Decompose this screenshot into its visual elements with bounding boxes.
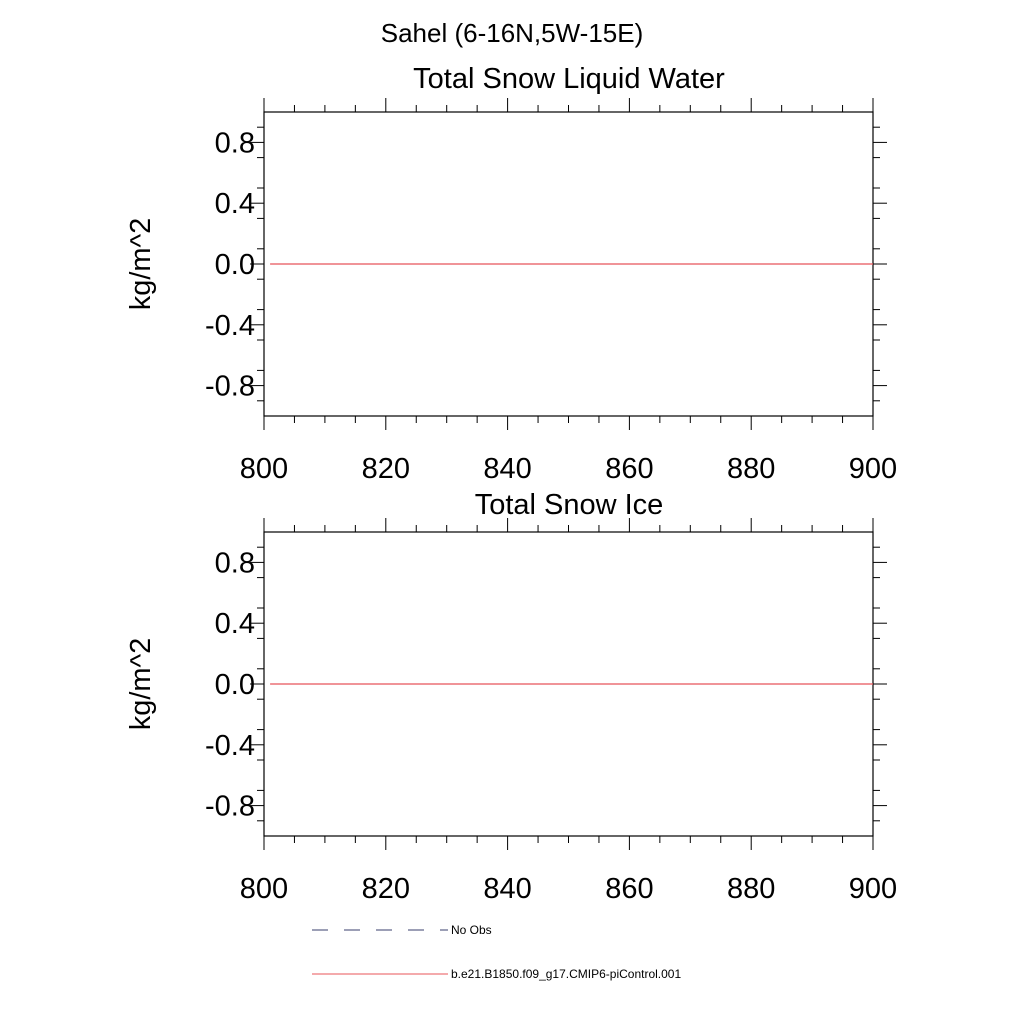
- y-tick-label: -0.8: [205, 791, 255, 823]
- panel-title: Total Snow Ice: [475, 489, 664, 521]
- x-tick-label: 860: [605, 453, 653, 485]
- y-tick-label: 0.4: [215, 188, 255, 220]
- legend-model-label: b.e21.B1850.f09_g17.CMIP6-piControl.001: [451, 967, 681, 981]
- axes-ticks: 800 820 840 860 880 900 0.8 0.4 0.0 -0.4 -0.8: [205, 518, 897, 905]
- panel-title: Total Snow Liquid Water: [413, 63, 725, 95]
- x-tick-label: 840: [483, 453, 531, 485]
- y-tick-label: 0.0: [215, 249, 255, 281]
- panel-snow-liquid-water: Total Snow Liquid Water kg/m^2 800 820 840…: [125, 63, 897, 485]
- region-title: Sahel (6-16N,5W-15E): [381, 18, 644, 48]
- x-tick-label: 820: [362, 453, 410, 485]
- y-tick-label: 0.0: [215, 669, 255, 701]
- x-tick-label: 800: [240, 873, 288, 905]
- x-tick-label: 880: [727, 453, 775, 485]
- x-tick-label: 900: [849, 453, 897, 485]
- y-axis-label: kg/m^2: [125, 218, 157, 311]
- y-tick-label: -0.8: [205, 371, 255, 403]
- axes-ticks: 800 820 840 860 880 900 0.8 0.4 0.0 -0.4 -0.8: [205, 98, 897, 485]
- y-tick-label: -0.4: [205, 730, 255, 762]
- y-tick-label: 0.8: [215, 127, 255, 159]
- x-tick-label: 880: [727, 873, 775, 905]
- x-tick-label: 860: [605, 873, 653, 905]
- legend-obs-label: No Obs: [451, 923, 492, 937]
- x-tick-label: 900: [849, 873, 897, 905]
- y-axis-label: kg/m^2: [125, 638, 157, 731]
- y-tick-label: 0.8: [215, 547, 255, 579]
- panel-snow-ice: Total Snow Ice kg/m^2 800 820 840 860 880 900…: [125, 489, 897, 905]
- x-tick-label: 820: [362, 873, 410, 905]
- legend: No Obs b.e21.B1850.f09_g17.CMIP6-piContr…: [312, 923, 681, 981]
- x-tick-label: 800: [240, 453, 288, 485]
- x-tick-label: 840: [483, 873, 531, 905]
- y-tick-label: 0.4: [215, 608, 255, 640]
- y-tick-label: -0.4: [205, 310, 255, 342]
